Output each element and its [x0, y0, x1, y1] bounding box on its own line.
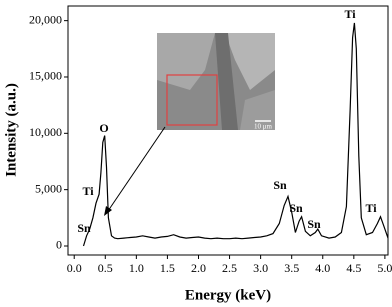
x-tick-label: 3.0: [253, 261, 268, 275]
x-tick-label: 3.5: [284, 261, 299, 275]
y-tick-label: 15,000: [29, 69, 62, 83]
y-tick-label: 20,000: [29, 12, 62, 26]
peak-label: Sn: [273, 178, 287, 192]
x-tick-label: 2.5: [222, 261, 237, 275]
x-tick-label: 0.5: [98, 261, 113, 275]
peak-label: Sn: [77, 221, 91, 235]
peak-label: Ti: [344, 7, 356, 21]
y-axis-title: Intensity (a.u.): [3, 83, 19, 177]
peak-label: O: [99, 121, 108, 135]
y-tick-label: 0: [56, 238, 62, 252]
inset-grain: [240, 90, 275, 130]
inset-selection: [166, 74, 218, 126]
x-tick-label: 0.0: [67, 261, 82, 275]
arrow: [107, 126, 166, 212]
peak-label: Ti: [82, 184, 94, 198]
inset-boundary: [215, 33, 238, 130]
x-tick-label: 4.0: [315, 261, 330, 275]
spectrum-line: [82, 22, 389, 247]
scale-label: 10 μm: [254, 123, 273, 131]
x-tick-label: 1.0: [129, 261, 144, 275]
peak-label: Ti: [365, 201, 377, 215]
x-tick-label: 2.0: [191, 261, 206, 275]
x-axis-title: Energy (keV): [185, 287, 271, 303]
inset-grain: [157, 33, 215, 90]
peak-label: Sn: [289, 201, 303, 215]
x-tick-label: 5.0: [377, 261, 392, 275]
inset: 10 μm: [157, 33, 275, 131]
x-tick-label: 1.5: [160, 261, 175, 275]
peak-label: Sn: [307, 217, 321, 231]
x-tick-label: 4.5: [346, 261, 361, 275]
y-tick-label: 5,000: [35, 181, 62, 195]
inset-grain: [225, 33, 275, 90]
y-tick-label: 10,000: [29, 125, 62, 139]
plot-frame: [67, 5, 389, 256]
